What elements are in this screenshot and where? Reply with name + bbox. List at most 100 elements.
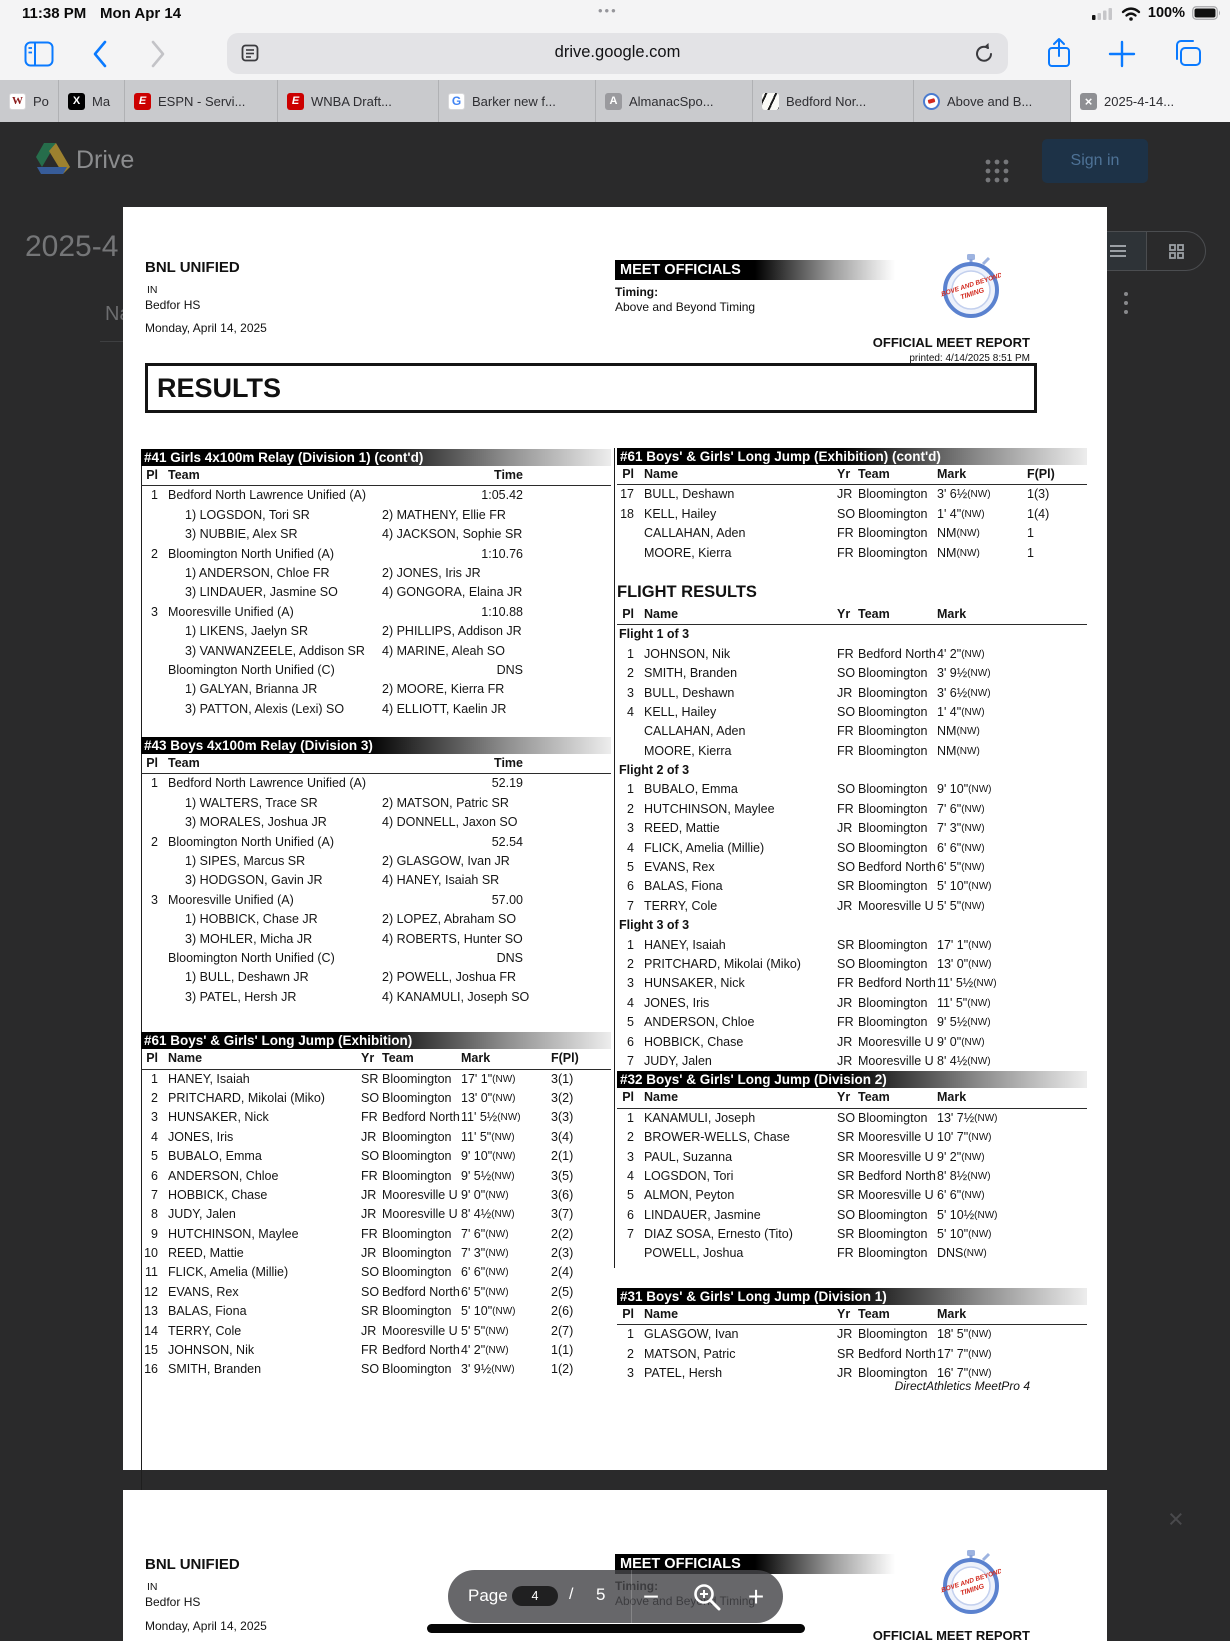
athlete-name-cell: HUTCHINSON, Maylee — [168, 1226, 299, 1241]
printed-timestamp: printed: 4/14/2025 8:51 PM — [909, 353, 1030, 364]
flight-place-cell: 1 — [1027, 545, 1034, 560]
relay-leg-cell: 4) KANAMULI, Joseph SO — [382, 989, 530, 1004]
tab-6[interactable]: Bedford Nor... — [753, 80, 914, 122]
mark-cell: 17' 7" (NW) — [937, 1345, 991, 1364]
place-cell: 1 — [151, 1071, 158, 1086]
athlete-name-cell: JONES, Iris — [644, 995, 710, 1010]
relay-leg-row: 3) HODGSON, Gavin JR 4) HANEY, Isaiah SR — [141, 871, 611, 890]
column-rule-middle — [614, 448, 615, 1268]
page-number-input[interactable]: 4 — [512, 1586, 558, 1606]
athlete-name-cell: JONES, Iris — [168, 1129, 234, 1144]
cell: Yr — [837, 1306, 851, 1321]
team-cell: Bloomington — [382, 1090, 452, 1105]
place-cell: 1 — [627, 937, 634, 952]
relay-team-row: Bloomington North Unified (C) DNS — [141, 661, 611, 680]
athlete-name-cell: BROWER-WELLS, Chase — [644, 1130, 790, 1145]
result-row: MOORE, Kierra FR Bloomington NM (NW) — [617, 742, 1087, 761]
place-cell: 5 — [627, 860, 634, 875]
zoom-out-button[interactable]: − — [642, 1580, 660, 1612]
athlete-name-cell: CALLAHAN, Aden — [644, 526, 746, 541]
relay-leg-row: 1) HOBBICK, Chase JR 2) LOPEZ, Abraham SO — [141, 910, 611, 929]
place-cell: 14 — [144, 1323, 158, 1338]
place-cell: 16 — [144, 1362, 158, 1377]
place-cell: 6 — [627, 1034, 634, 1049]
result-row: 16 SMITH, Branden SO Bloomington 3' 9½ (NW) 1… — [141, 1360, 611, 1379]
close-icon: × — [1080, 92, 1097, 110]
year-cell: FR — [361, 1343, 378, 1358]
year-cell: SO — [837, 506, 856, 521]
year-cell: JR — [837, 821, 853, 836]
athlete-name-cell: BULL, Deshawn — [644, 487, 735, 502]
multitask-indicator-icon[interactable]: ••• — [598, 3, 618, 18]
result-row: 5 EVANS, Rex SO Bedford North 6' 5" (NW) — [617, 858, 1087, 877]
place-cell: 7 — [627, 1053, 634, 1068]
status-time: 11:38 PM — [22, 5, 87, 22]
address-bar[interactable]: drive.google.com — [227, 33, 1008, 74]
result-row: 3 PAUL, Suzanna SR Mooresville U 9' 2" (NW) — [617, 1148, 1087, 1167]
wind-reading: (NW) — [968, 1229, 992, 1241]
more-options-icon[interactable] — [1124, 292, 1128, 319]
team-cell: Bloomington — [858, 1366, 928, 1381]
back-button-icon[interactable] — [92, 40, 108, 68]
relay-leg-cell: 1) GALYAN, Brianna JR — [185, 682, 318, 697]
flight-place-cell: 2(1) — [551, 1149, 574, 1164]
result-row: 4 FLICK, Amelia (Millie) SO Bloomington 6' 6… — [617, 839, 1087, 858]
new-tab-icon[interactable] — [1108, 40, 1136, 68]
tab-0[interactable]: W Po — [0, 80, 59, 122]
sidebar-toggle-icon[interactable] — [24, 41, 54, 67]
zoom-tool-button[interactable] — [688, 1570, 726, 1623]
relay-leg-cell: 4) ROBERTS, Hunter SO — [382, 931, 523, 946]
forward-button-icon[interactable] — [150, 40, 166, 68]
tabs-overview-icon[interactable] — [1172, 39, 1202, 69]
wind-reading: (NW) — [485, 1189, 509, 1201]
meet-name: BNL UNIFIED — [145, 259, 240, 276]
wind-reading: (NW) — [961, 842, 985, 854]
cell: Mark — [461, 1051, 491, 1066]
close-icon[interactable]: × — [1168, 1504, 1184, 1534]
grid-view-button[interactable] — [1147, 232, 1205, 270]
reload-icon[interactable] — [973, 42, 995, 66]
reader-icon[interactable] — [241, 44, 259, 62]
share-icon[interactable] — [1046, 37, 1072, 69]
tab-1[interactable]: X Ma — [59, 80, 125, 122]
tab-4[interactable]: G Barker new f... — [439, 80, 596, 122]
team-cell: Bloomington — [382, 1246, 452, 1261]
tab-active[interactable]: × 2025-4-14... — [1071, 80, 1230, 122]
google-apps-grid-icon[interactable] — [984, 158, 1010, 184]
time-cell: 52.19 — [491, 776, 523, 791]
wind-reading: (NW) — [961, 648, 985, 660]
relay-leg-cell: 1) WALTERS, Trace SR — [185, 795, 318, 810]
sign-in-button[interactable]: Sign in — [1042, 139, 1148, 183]
place-cell: 10 — [144, 1246, 158, 1261]
cell: Time — [494, 468, 523, 482]
relay-leg-row: 3) MOHLER, Micha JR 4) ROBERTS, Hunter SO — [141, 930, 611, 949]
wind-reading: (NW) — [492, 1306, 516, 1318]
mark-cell: 9' 2" (NW) — [937, 1148, 985, 1167]
wind-reading: (NW) — [961, 900, 985, 912]
tab-2[interactable]: E ESPN - Servi... — [125, 80, 278, 122]
tab-3[interactable]: E WNBA Draft... — [278, 80, 439, 122]
relay-leg-cell: 1) ANDERSON, Chloe FR — [185, 565, 330, 580]
place-cell: 3 — [627, 1366, 634, 1381]
cell: Pl — [622, 1090, 634, 1105]
meet-date: Monday, April 14, 2025 — [145, 1619, 267, 1633]
time-cell: DNS — [496, 662, 523, 677]
meet-officials-banner: MEET OFFICIALS — [615, 1554, 895, 1574]
result-row: CALLAHAN, Aden FR Bloomington NM (NW) 1 — [617, 524, 1087, 543]
mark-cell: 5' 5" (NW) — [461, 1322, 509, 1341]
horizontal-scroll-indicator[interactable] — [427, 1624, 805, 1633]
section-jump-61: #61 Boys' & Girls' Long Jump (Exhibition… — [141, 1032, 611, 1380]
team-cell: Bloomington — [858, 1227, 928, 1242]
zoom-in-button[interactable]: + — [747, 1580, 765, 1612]
team-cell: Mooresville U — [858, 1130, 934, 1145]
tab-7[interactable]: Above and B... — [914, 80, 1071, 122]
athlete-name-cell: KANAMULI, Joseph — [644, 1110, 756, 1125]
page-label: Page — [468, 1586, 508, 1605]
mark-cell: 5' 10" (NW) — [461, 1302, 515, 1321]
flight-place-cell: 2(2) — [551, 1226, 574, 1241]
tab-5[interactable]: A AlmanacSpo... — [596, 80, 753, 122]
mark-cell: NM (NW) — [937, 524, 980, 543]
event-banner: #61 Boys' & Girls' Long Jump (Exhibition… — [617, 448, 1087, 465]
athlete-name-cell: EVANS, Rex — [168, 1284, 239, 1299]
place-cell: 17 — [620, 487, 634, 502]
